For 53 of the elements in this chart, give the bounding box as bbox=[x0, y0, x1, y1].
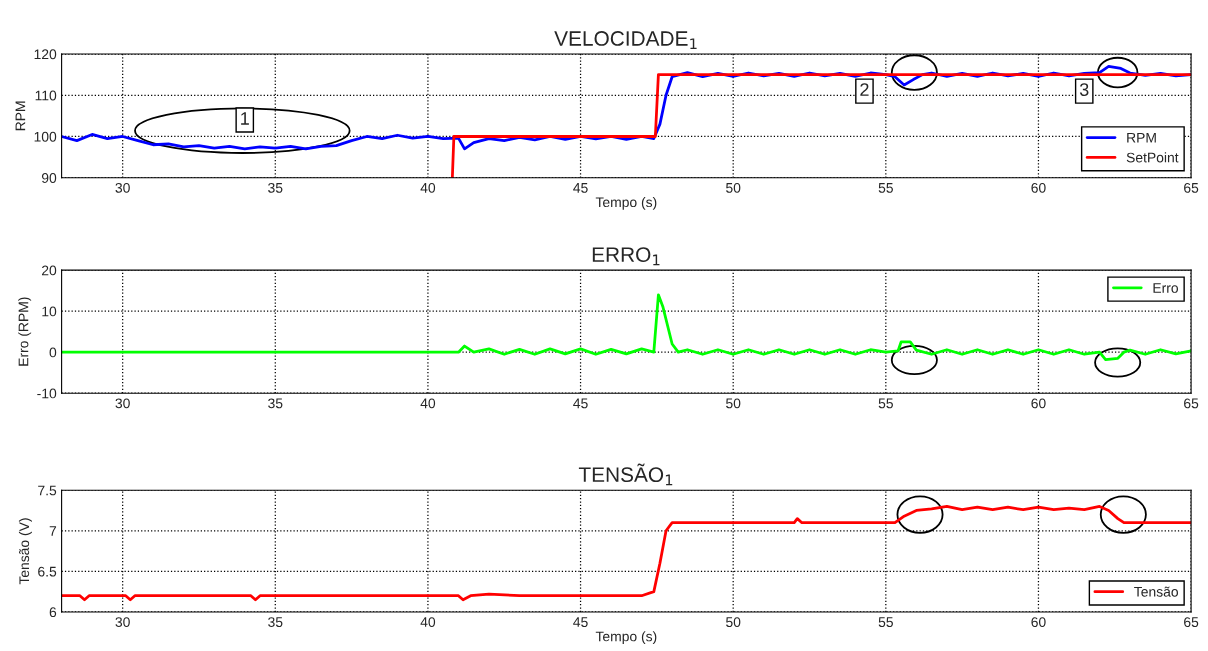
x-tick-label: 50 bbox=[726, 182, 741, 193]
annotation: 2 bbox=[860, 83, 869, 96]
x-tick-label: 60 bbox=[1031, 617, 1046, 627]
x-tick-label: 35 bbox=[268, 182, 283, 193]
x-tick-label: 45 bbox=[573, 183, 588, 193]
x-axis-title: Tempo (s) bbox=[595, 631, 657, 645]
x-tick-label: 30 bbox=[115, 617, 130, 627]
y-tick-label: 0 bbox=[49, 347, 57, 358]
chart-title: VELOCIDADE$_{1}$ bbox=[554, 31, 697, 50]
x-axis-title: Tempo (s) bbox=[595, 196, 657, 210]
y-axis-title: Tensão (V) bbox=[18, 518, 32, 585]
x-tick-label: 50 bbox=[726, 398, 741, 409]
y-axis-title: RPM bbox=[15, 101, 26, 131]
x-tick-label: 55 bbox=[878, 617, 893, 627]
x-tick-label: 40 bbox=[420, 398, 436, 409]
line-series bbox=[61, 293, 1192, 361]
x-tick-label: 55 bbox=[878, 183, 893, 193]
x-tick-label: 65 bbox=[1184, 617, 1199, 627]
y-axis-title: Erro (RPM) bbox=[18, 297, 32, 366]
line-series bbox=[61, 505, 1192, 602]
x-tick-label: 45 bbox=[573, 617, 588, 627]
y-tick-label: 6 bbox=[49, 607, 57, 618]
x-tick-label: 40 bbox=[420, 182, 436, 193]
x-tick-label: 45 bbox=[573, 398, 588, 409]
x-tick-label: 50 bbox=[726, 617, 741, 627]
x-tick-label: 35 bbox=[268, 617, 283, 627]
y-tick-label: 6.5 bbox=[38, 566, 57, 577]
x-tick-label: 30 bbox=[115, 398, 130, 409]
x-tick-label: 60 bbox=[1031, 398, 1046, 409]
annotation: 1 bbox=[241, 112, 249, 125]
y-tick-label: 20 bbox=[42, 265, 57, 276]
y-tick-label: 120 bbox=[34, 49, 57, 60]
y-tick-label: 7.5 bbox=[38, 485, 57, 496]
y-tick-label: 10 bbox=[42, 306, 57, 317]
y-tick-label: 7 bbox=[49, 526, 57, 536]
y-tick-label: -10 bbox=[37, 388, 57, 399]
x-tick-label: 60 bbox=[1031, 182, 1046, 193]
y-tick-label: 110 bbox=[35, 90, 57, 101]
annotation: 3 bbox=[1079, 83, 1089, 96]
x-tick-label: 40 bbox=[420, 617, 436, 627]
chart-title: ERRO$_{1}$ bbox=[592, 247, 660, 266]
x-tick-label: 35 bbox=[268, 398, 283, 409]
chart-title: TENSÃO$_{1}$ bbox=[578, 463, 673, 486]
x-tick-label: 65 bbox=[1184, 398, 1199, 409]
y-tick-label: 90 bbox=[41, 173, 57, 183]
legend-label: SetPoint bbox=[1126, 152, 1179, 163]
x-tick-label: 30 bbox=[115, 182, 130, 193]
x-tick-label: 55 bbox=[878, 398, 893, 409]
x-tick-label: 65 bbox=[1184, 182, 1199, 193]
y-tick-label: 100 bbox=[34, 131, 57, 142]
legend-label: Erro bbox=[1153, 283, 1179, 293]
legend-label: RPM bbox=[1127, 132, 1156, 143]
legend-label: Tensão bbox=[1134, 586, 1179, 597]
